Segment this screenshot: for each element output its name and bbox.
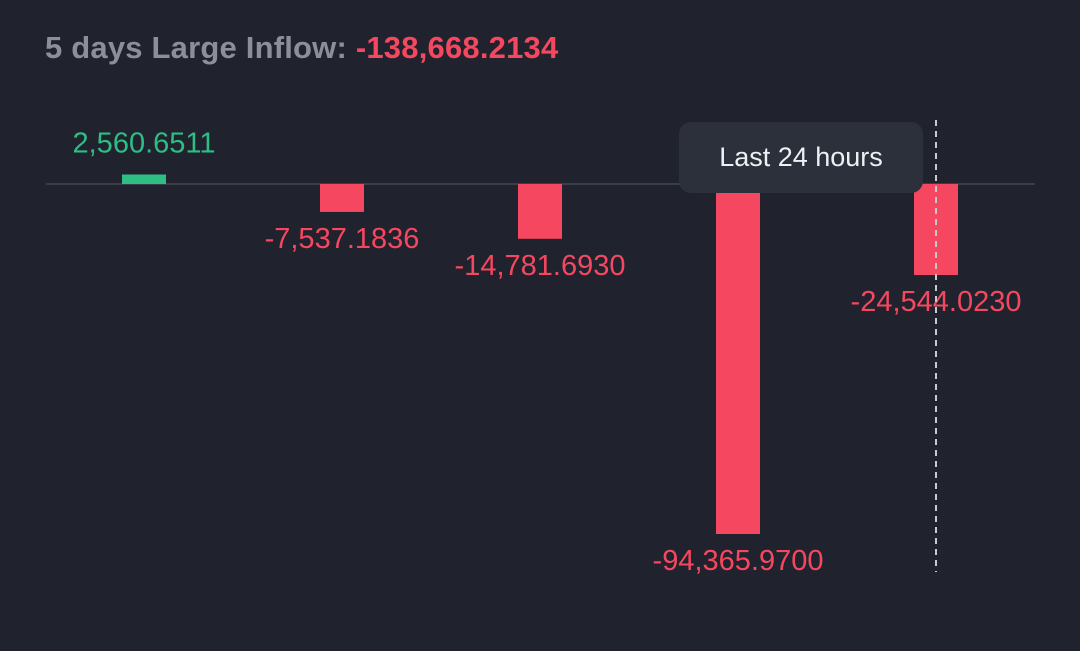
inflow-label: 5 days Large Inflow: (45, 30, 348, 65)
bar-value-label-2: -7,537.1836 (265, 223, 420, 255)
bar-value-label-3: -14,781.6930 (455, 250, 626, 282)
bar-1[interactable] (122, 174, 166, 184)
bar-value-label-1: 2,560.6511 (73, 128, 216, 160)
bar-2[interactable] (320, 184, 364, 212)
bar-value-label-4: -94,365.9700 (653, 545, 824, 577)
bar-4[interactable] (716, 184, 760, 534)
tooltip-text: Last 24 hours (719, 142, 883, 172)
bar-3[interactable] (518, 184, 562, 239)
tooltip: Last 24 hours (679, 122, 923, 193)
chart-header: 5 days Large Inflow: -138,668.2134 (45, 30, 558, 66)
inflow-total: -138,668.2134 (355, 30, 559, 65)
